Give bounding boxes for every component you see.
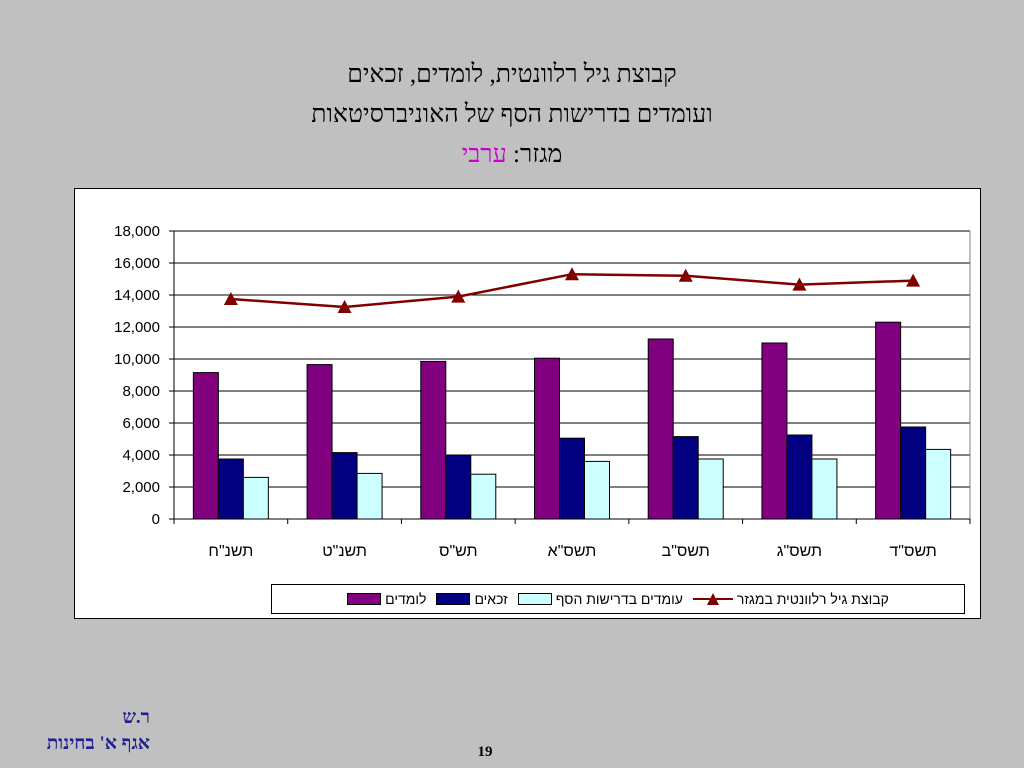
eligible-bar [217,458,244,520]
legend-label: עומדים בדרישות הסף [555,591,683,607]
learners-bar [192,372,219,520]
legend-swatch [436,593,471,605]
x-category-label: תשס"א [548,543,597,560]
y-tick-label: 10,000 [114,351,160,368]
age-group-marker [565,267,579,281]
age-group-marker [451,289,466,303]
learners-bar [875,321,902,520]
title-sector-value: ערבי [461,141,507,168]
learners-bar [306,364,333,520]
legend-label: קבוצת גיל רלוונטית במגזר [736,591,889,607]
legend-item: לומדים [347,591,426,607]
x-category-label: תש"ס [439,543,478,560]
title-line-3: מגזר: ערבי [0,135,1024,175]
title-line-1: קבוצת גיל רלוונטית, לומדים, זכאים [347,61,677,88]
threshold-bar [356,472,383,520]
threshold-bar [811,458,838,520]
legend-swatch [347,593,382,605]
y-tick-label: 6,000 [122,415,160,432]
footer-credit: ר.ש אגף א' בחינות [10,705,150,757]
title-line-2: ועומדים בדרישות הסף של האוניברסיטאות [311,101,713,128]
chart-area: 0 2,000 4,000 6,000 8,000 10,000 12,000 14,000 1… [74,188,981,619]
x-category-label: תשנ"ט [322,543,367,560]
footer-line-1: ר.ש [122,707,150,728]
y-tick-label: 12,000 [114,319,160,336]
y-tick-label: 0 [152,511,160,528]
threshold-bar [697,458,724,520]
legend-item: עומדים בדרישות הסף [517,591,683,607]
learners-bar [534,357,560,520]
learners-bar [647,338,674,520]
eligible-bar [331,452,358,520]
threshold-bar [584,460,610,520]
legend-label: זכאים [474,591,508,607]
y-tick-label: 8,000 [122,383,160,400]
threshold-bar [470,473,497,520]
threshold-bar [242,476,269,520]
legend-item: זכאים [436,591,508,607]
x-category-label: תשס"ג [777,543,822,560]
learners-bar [420,360,447,520]
legend: לומדים זכאים עומדים בדרישות הסף קבוצת גיל ר… [271,584,965,614]
age-group-marker [337,300,352,313]
legend-line-marker [692,593,733,605]
legend-label: לומדים [385,591,427,607]
legend-triangle-marker [706,593,719,605]
eligible-bar [445,454,472,520]
x-category-label: תשס"ד [889,543,936,560]
title-sector-label: מגזר: [506,141,563,168]
eligible-bar [900,426,927,520]
y-tick-label: 2,000 [122,479,160,496]
legend-item: קבוצת גיל רלוונטית במגזר [692,591,889,607]
chart-svg: 0 2,000 4,000 6,000 8,000 10,000 12,000 14,000 1… [114,223,971,560]
y-tick-label: 16,000 [114,255,160,272]
x-category-label: תשנ"ח [208,543,253,560]
x-category-label: תשס"ב [662,543,710,560]
chart-title: קבוצת גיל רלוונטית, לומדים, זכאים ועומדי… [0,55,1024,175]
page-number: 19 [477,744,493,760]
eligible-bar [672,436,699,520]
footer-line-2: אגף א' בחינות [46,733,150,754]
age-group-marker [678,268,693,282]
y-tick-label: 4,000 [122,447,160,464]
y-tick-label: 18,000 [114,223,160,240]
age-group-marker [223,292,238,305]
learners-bar [761,342,788,520]
threshold-bar [925,448,952,520]
y-tick-label: 14,000 [114,287,160,304]
legend-swatch [517,593,552,605]
eligible-bar [559,437,585,520]
eligible-bar [786,434,813,520]
age-group-marker [906,273,921,287]
age-group-marker [792,277,807,291]
